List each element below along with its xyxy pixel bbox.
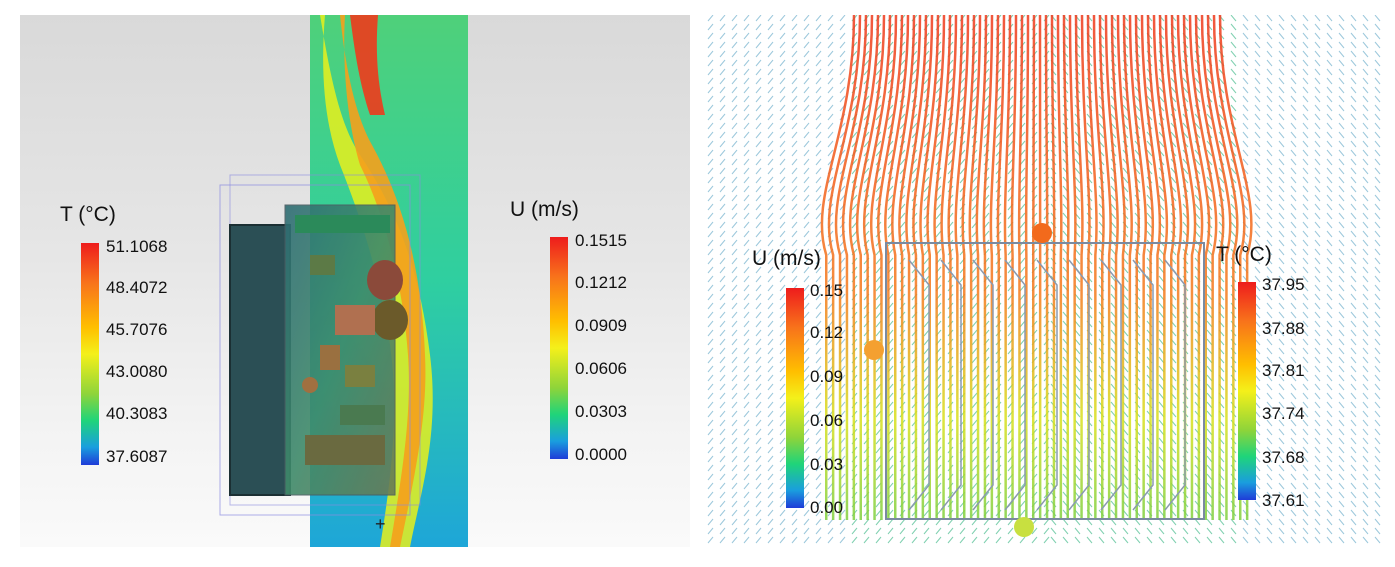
velocity-tick: 0.1515 <box>575 231 627 250</box>
board-components <box>295 215 408 465</box>
temperature-tick: 37.88 <box>1262 319 1305 338</box>
velocity-color-bar <box>786 288 804 508</box>
plume-streamlines <box>820 15 1253 520</box>
temperature-tick: 37.95 <box>1262 275 1305 294</box>
velocity-legend-title: U (m/s) <box>752 247 821 270</box>
velocity-vector-field <box>707 15 1381 544</box>
velocity-tick: 0.00 <box>810 498 844 517</box>
temperature-tick: 48.4072 <box>106 278 168 297</box>
heat-sink-fin <box>1068 259 1090 511</box>
bottom-probe <box>1014 517 1034 537</box>
heat-sink-fin <box>908 259 930 511</box>
velocity-tick: 0.15 <box>810 281 844 300</box>
heat-sink-fin <box>940 259 962 511</box>
velocity-tick: 0.0606 <box>575 359 627 378</box>
heat-sink-fin <box>972 259 994 511</box>
temperature-tick: 37.74 <box>1262 404 1305 423</box>
velocity-tick: 0.12 <box>810 323 844 342</box>
thermal-flow-visualization: + <box>219 15 468 547</box>
velocity-tick: 0.1212 <box>575 273 627 292</box>
velocity-legend-title: U (m/s) <box>510 198 579 221</box>
temperature-tick: 51.1068 <box>106 237 168 256</box>
device-casing <box>229 224 291 496</box>
velocity-color-bar <box>550 237 568 459</box>
heat-sink-fin <box>1004 259 1026 511</box>
top-probe <box>1032 223 1052 243</box>
left-probe <box>864 340 884 360</box>
left-simulation-panel: + T (°C) 51.1068 48.4072 45.7076 43.0080… <box>20 15 690 547</box>
heat-sink-fin <box>1036 259 1058 511</box>
heat-sink-fin <box>1164 259 1186 511</box>
temperature-tick: 37.81 <box>1262 361 1305 380</box>
temperature-legend-title: T (°C) <box>1216 243 1272 266</box>
temperature-color-bar <box>1238 282 1256 500</box>
velocity-tick: 0.03 <box>810 455 844 474</box>
velocity-tick: 0.06 <box>810 411 844 430</box>
velocity-tick: 0.09 <box>810 367 844 386</box>
temperature-tick: 40.3083 <box>106 404 168 423</box>
temperature-tick: 45.7076 <box>106 320 168 339</box>
heat-sink-outline <box>885 242 1205 520</box>
origin-marker: + <box>375 514 386 534</box>
temperature-tick: 37.61 <box>1262 491 1305 510</box>
velocity-tick: 0.0000 <box>575 445 627 464</box>
temperature-tick: 37.6087 <box>106 447 168 466</box>
temperature-legend-title: T (°C) <box>60 203 116 226</box>
temperature-color-bar <box>81 243 99 465</box>
temperature-tick: 37.68 <box>1262 448 1305 467</box>
heat-sink-fin <box>1132 259 1154 511</box>
right-simulation-panel: U (m/s) 0.15 0.12 0.09 0.06 0.03 0.00 T … <box>704 15 1388 547</box>
heat-sink-fins <box>908 259 1186 511</box>
heat-sink-fin <box>1100 259 1122 511</box>
velocity-tick: 0.0303 <box>575 402 627 421</box>
velocity-tick: 0.0909 <box>575 316 627 335</box>
temperature-tick: 43.0080 <box>106 362 168 381</box>
